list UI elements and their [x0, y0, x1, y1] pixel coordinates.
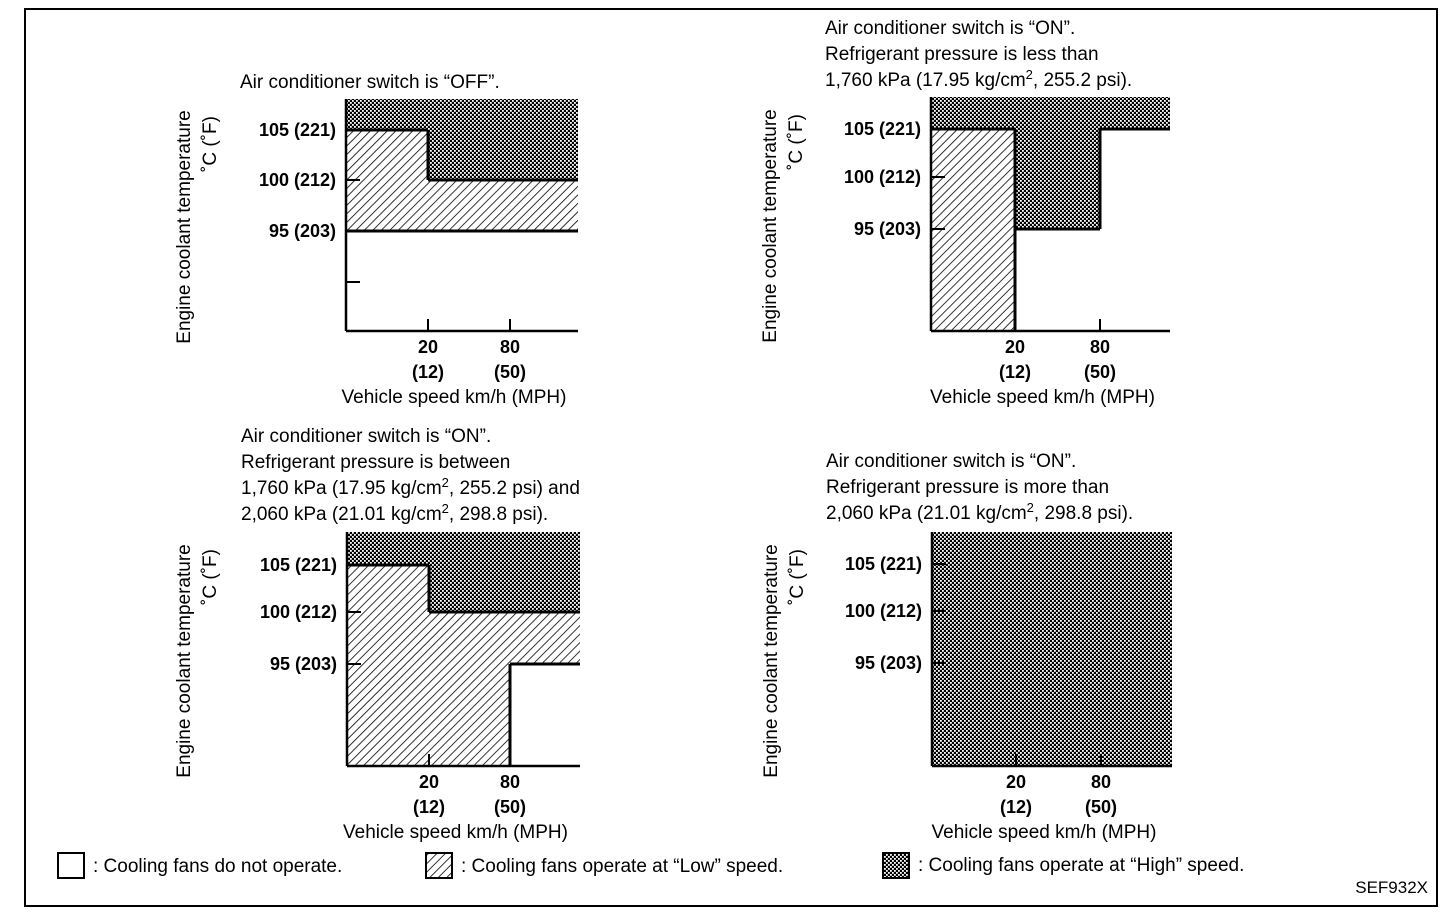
x-tick-label: (12) [412, 362, 444, 382]
y-axis-title: Engine coolant temperature [760, 109, 781, 342]
legend-swatch-low [425, 852, 453, 879]
x-axis-title: Vehicle speed km/h (MPH) [932, 822, 1157, 843]
x-tick-label: (50) [494, 797, 526, 817]
y-tick-label: 95 (203) [269, 221, 336, 241]
y-tick-label: 100 (212) [844, 167, 921, 187]
figure-code: SEF932X [1355, 878, 1428, 897]
x-tick-label: 20 [1006, 772, 1026, 792]
x-tick-label: (12) [413, 797, 445, 817]
y-tick-label: 105 (221) [845, 554, 922, 574]
x-tick-label: (50) [494, 362, 526, 382]
y-tick-label: 105 (221) [844, 119, 921, 139]
panel-2: 105 (221) 100 (212) 95 (203) 20 (12) 80 (50) Ve… [760, 18, 1170, 408]
high-speed-region [347, 532, 580, 612]
high-speed-region [932, 532, 1172, 766]
x-tick-label: (50) [1085, 797, 1117, 817]
low-speed-region [347, 565, 580, 766]
x-tick-label: (50) [1084, 362, 1116, 382]
y-tick-label: 100 (212) [259, 170, 336, 190]
y-axis-title: Engine coolant temperature [174, 544, 195, 777]
high-speed-region [931, 97, 1170, 229]
figure-frame [24, 8, 1438, 907]
low-speed-region [931, 129, 1015, 331]
y-axis-unit: ˚C (˚F) [200, 116, 221, 172]
panel-caption-line: Refrigerant pressure is between [241, 452, 510, 473]
x-tick-label: 80 [500, 772, 520, 792]
panel-1: 105 (221) 100 (212) 95 (203) 20 (12) 80 (50) Ve… [174, 72, 578, 408]
panel-caption-line: 1,760 kPa (17.95 kg/cm2, 255.2 psi). [825, 67, 1132, 91]
y-axis-title: Engine coolant temperature [174, 110, 195, 343]
y-tick-label: 95 (203) [855, 653, 922, 673]
x-axis-title: Vehicle speed km/h (MPH) [342, 387, 567, 408]
legend-swatch-off [57, 852, 85, 879]
panel-caption-line: Air conditioner switch is “OFF”. [240, 72, 500, 93]
panel-3: 105 (221) 100 (212) 95 (203) 20 (12) 80 (50) Ve… [174, 426, 580, 843]
y-tick-label: 100 (212) [845, 601, 922, 621]
x-tick-label: 80 [1090, 337, 1110, 357]
panel-caption-line: Air conditioner switch is “ON”. [241, 426, 491, 447]
y-axis-unit: ˚C (˚F) [786, 114, 807, 170]
legend-label-off: : Cooling fans do not operate. [93, 856, 342, 877]
x-tick-label: 20 [419, 772, 439, 792]
x-tick-label: (12) [999, 362, 1031, 382]
x-tick-label: 20 [418, 337, 438, 357]
y-axis-unit: ˚C (˚F) [200, 549, 221, 605]
legend-swatch-high [882, 852, 910, 879]
legend-label-high: : Cooling fans operate at “High” speed. [918, 855, 1244, 876]
x-axis-title: Vehicle speed km/h (MPH) [343, 822, 568, 843]
x-tick-label: 20 [1005, 337, 1025, 357]
x-tick-label: 80 [500, 337, 520, 357]
panel-caption-line: Refrigerant pressure is less than [825, 44, 1099, 65]
legend: : Cooling fans do not operate. : Cooling … [57, 852, 1244, 879]
y-axis-unit: ˚C (˚F) [787, 549, 808, 605]
y-tick-label: 95 (203) [270, 654, 337, 674]
x-tick-label: 80 [1091, 772, 1111, 792]
high-speed-region [346, 99, 578, 180]
x-tick-label: (12) [1000, 797, 1032, 817]
panel-4: 105 (221) 100 (212) 95 (203) 20 (12) 80 (50) Ve… [761, 451, 1172, 843]
panel-caption-line: 2,060 kPa (21.01 kg/cm2, 298.8 psi). [241, 501, 548, 525]
panel-caption-line: Air conditioner switch is “ON”. [825, 18, 1075, 39]
y-tick-label: 100 (212) [260, 602, 337, 622]
x-axis-title: Vehicle speed km/h (MPH) [930, 387, 1155, 408]
panel-caption-line: Air conditioner switch is “ON”. [826, 451, 1076, 472]
y-tick-label: 105 (221) [259, 120, 336, 140]
y-tick-label: 105 (221) [260, 555, 337, 575]
panel-caption-line: 2,060 kPa (21.01 kg/cm2, 298.8 psi). [826, 500, 1133, 524]
legend-label-low: : Cooling fans operate at “Low” speed. [461, 856, 783, 877]
y-tick-label: 95 (203) [854, 219, 921, 239]
panel-caption-line: Refrigerant pressure is more than [826, 477, 1109, 498]
y-axis-title: Engine coolant temperature [761, 544, 782, 777]
panel-caption-line: 1,760 kPa (17.95 kg/cm2, 255.2 psi) and [241, 475, 580, 499]
